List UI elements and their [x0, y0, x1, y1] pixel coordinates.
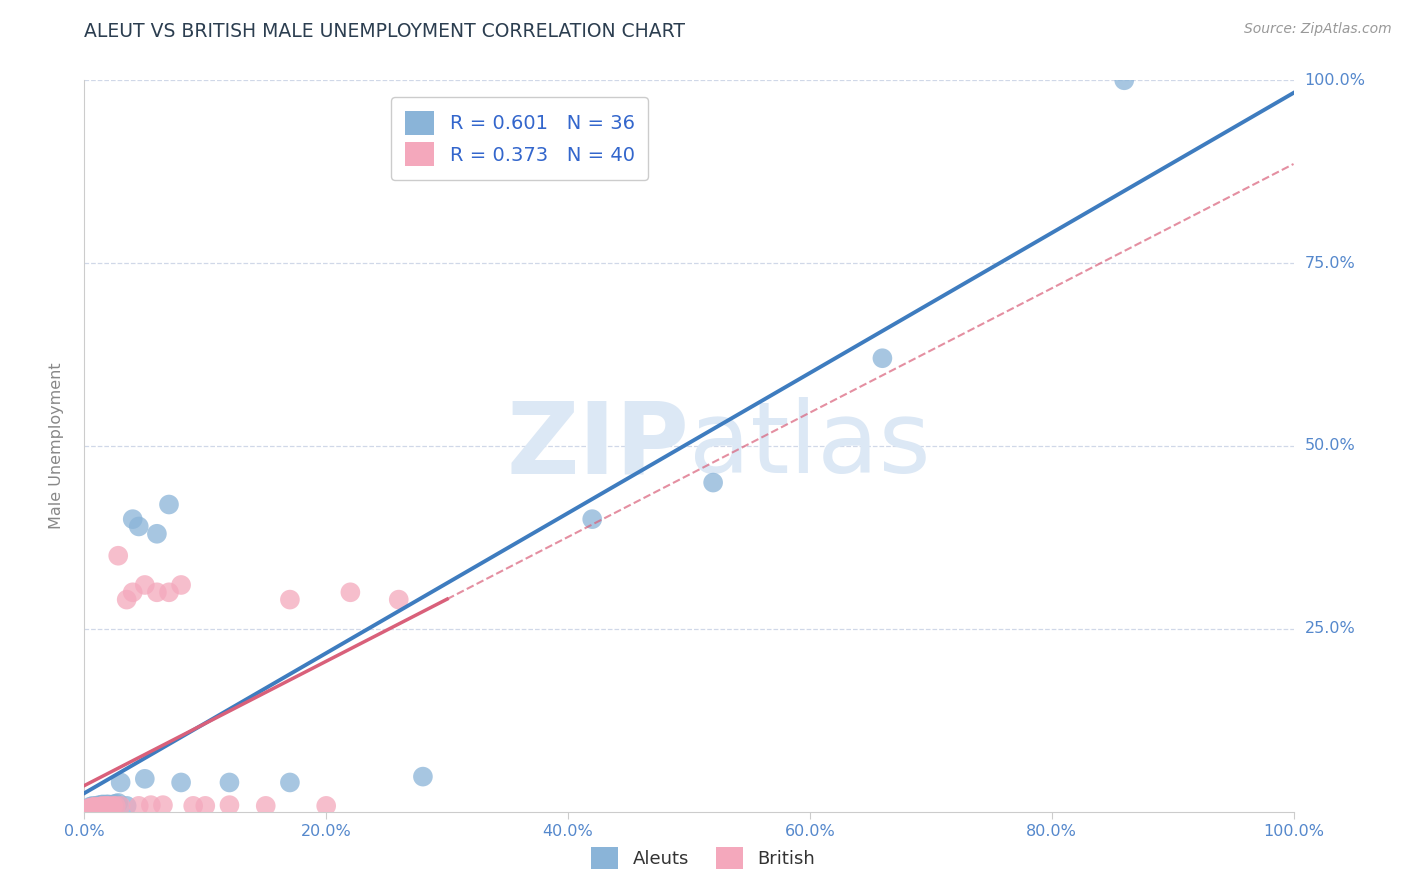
- Point: [103, 798, 125, 813]
- Point: [121, 585, 143, 599]
- Point: [100, 799, 122, 814]
- Point: [581, 512, 603, 526]
- Point: [181, 798, 204, 813]
- Point: [107, 796, 129, 810]
- Point: [79, 799, 101, 814]
- Legend: Aleuts, British: Aleuts, British: [582, 838, 824, 879]
- Point: [77, 802, 100, 816]
- Text: 25.0%: 25.0%: [1305, 622, 1355, 636]
- Point: [1114, 73, 1136, 87]
- Text: 50.0%: 50.0%: [1305, 439, 1355, 453]
- Point: [278, 775, 301, 789]
- Point: [157, 498, 180, 512]
- Text: 75.0%: 75.0%: [1305, 256, 1355, 270]
- Point: [218, 775, 240, 789]
- Point: [146, 526, 169, 541]
- Point: [94, 797, 117, 812]
- Point: [97, 797, 120, 812]
- Text: 100.0%: 100.0%: [1305, 73, 1365, 87]
- Point: [77, 802, 100, 816]
- Point: [104, 798, 127, 813]
- Text: atlas: atlas: [689, 398, 931, 494]
- Point: [82, 798, 104, 813]
- Point: [96, 799, 118, 814]
- Text: ALEUT VS BRITISH MALE UNEMPLOYMENT CORRELATION CHART: ALEUT VS BRITISH MALE UNEMPLOYMENT CORRE…: [84, 22, 685, 41]
- Point: [79, 801, 101, 815]
- Point: [93, 798, 115, 813]
- Point: [115, 592, 138, 607]
- Point: [104, 797, 127, 811]
- Point: [100, 798, 122, 813]
- Point: [110, 798, 132, 813]
- Point: [388, 592, 411, 607]
- Point: [152, 798, 174, 813]
- Legend: R = 0.601   N = 36, R = 0.373   N = 40: R = 0.601 N = 36, R = 0.373 N = 40: [391, 97, 648, 180]
- Point: [107, 549, 129, 563]
- Point: [96, 798, 118, 813]
- Point: [90, 798, 112, 813]
- Point: [128, 519, 150, 533]
- Point: [121, 512, 143, 526]
- Point: [872, 351, 894, 366]
- Point: [77, 801, 100, 815]
- Point: [218, 798, 240, 813]
- Point: [90, 799, 112, 814]
- Point: [103, 797, 125, 812]
- Point: [91, 798, 114, 813]
- Point: [86, 800, 108, 814]
- Text: Source: ZipAtlas.com: Source: ZipAtlas.com: [1244, 22, 1392, 37]
- Point: [115, 798, 138, 813]
- Point: [128, 798, 150, 813]
- Point: [94, 798, 117, 813]
- Point: [87, 798, 110, 813]
- Point: [278, 592, 301, 607]
- Text: ZIP: ZIP: [506, 398, 689, 494]
- Point: [254, 798, 277, 813]
- Point: [170, 578, 193, 592]
- Point: [87, 800, 110, 814]
- Point: [339, 585, 361, 599]
- Y-axis label: Male Unemployment: Male Unemployment: [49, 363, 63, 529]
- Point: [91, 797, 114, 812]
- Point: [94, 799, 117, 814]
- Point: [139, 798, 162, 813]
- Point: [134, 772, 156, 786]
- Point: [80, 800, 103, 814]
- Point: [412, 770, 434, 784]
- Point: [89, 798, 111, 813]
- Point: [93, 799, 115, 814]
- Point: [97, 798, 120, 813]
- Point: [157, 585, 180, 599]
- Point: [82, 800, 104, 814]
- Point: [86, 798, 108, 813]
- Point: [134, 578, 156, 592]
- Point: [146, 585, 169, 599]
- Point: [110, 775, 132, 789]
- Point: [80, 800, 103, 814]
- Point: [94, 798, 117, 813]
- Point: [86, 799, 108, 814]
- Point: [89, 799, 111, 814]
- Point: [194, 798, 217, 813]
- Point: [83, 800, 105, 814]
- Point: [84, 799, 107, 814]
- Point: [170, 775, 193, 789]
- Point: [315, 798, 337, 813]
- Point: [84, 799, 107, 814]
- Point: [702, 475, 724, 490]
- Point: [86, 800, 108, 814]
- Point: [83, 800, 105, 814]
